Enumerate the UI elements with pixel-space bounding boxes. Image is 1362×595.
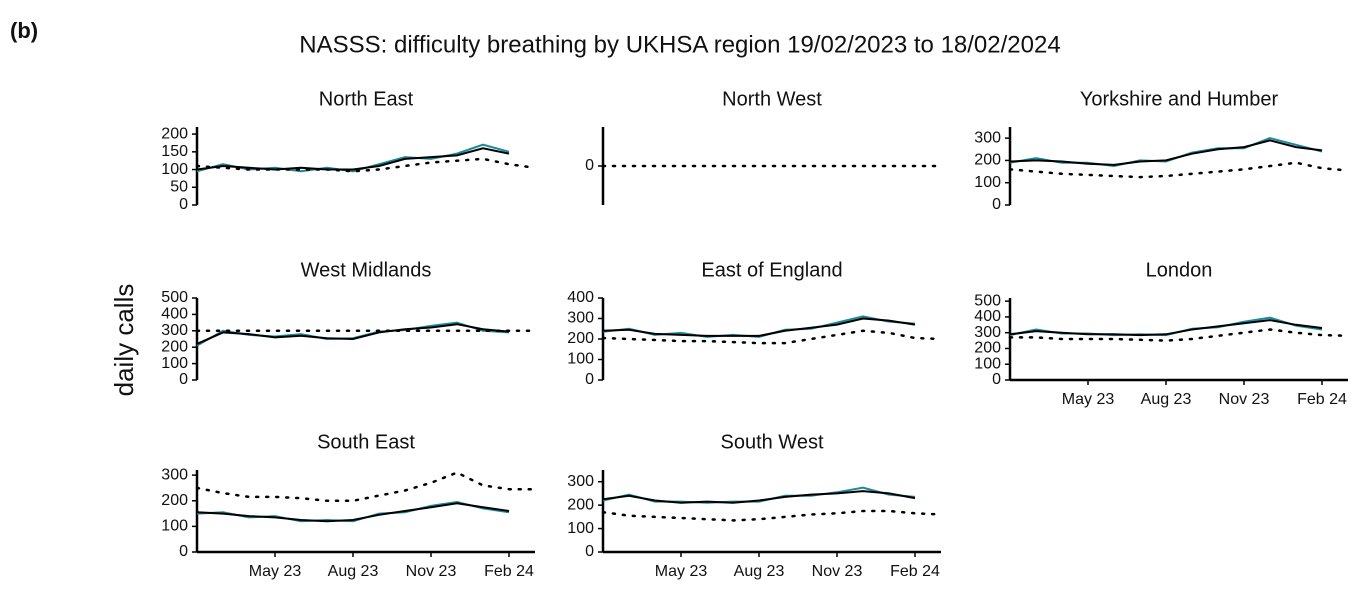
x-tick-label: May 23 — [249, 563, 302, 580]
panel-title: South East — [317, 431, 415, 453]
y-tick-label: 0 — [585, 371, 594, 388]
x-tick-label: Feb 24 — [890, 563, 940, 580]
y-tick-label: 0 — [179, 196, 188, 213]
y-tick-label: 300 — [974, 324, 1001, 341]
panel-title: Yorkshire and Humber — [1080, 88, 1279, 110]
panel-title: London — [1146, 259, 1213, 281]
x-tick-label: Feb 24 — [484, 563, 534, 580]
panel-title: North West — [722, 88, 822, 110]
y-tick-label: 200 — [161, 492, 188, 509]
y-tick-label: 100 — [974, 174, 1001, 191]
series-line — [1008, 161, 1350, 179]
series-line — [196, 500, 510, 523]
y-tick-label: 0 — [585, 157, 594, 174]
x-tick-label: Nov 23 — [1219, 391, 1270, 408]
y-tick-label: 100 — [161, 355, 188, 372]
x-tick-label: Nov 23 — [812, 563, 863, 580]
y-tick-label: 400 — [567, 289, 594, 306]
y-tick-label: 0 — [179, 371, 188, 388]
y-tick-label: 400 — [974, 308, 1001, 325]
x-tick-label: May 23 — [655, 563, 708, 580]
series-line — [196, 323, 510, 345]
x-tick-label: Nov 23 — [406, 563, 457, 580]
panel-title: East of England — [701, 259, 842, 281]
x-tick-label: Feb 24 — [1297, 391, 1347, 408]
series-line — [196, 502, 510, 523]
y-tick-label: 500 — [974, 292, 1001, 309]
series-line — [195, 157, 537, 173]
y-tick-label: 50 — [170, 178, 188, 195]
y-tick-label: 0 — [585, 543, 594, 560]
series-line — [602, 317, 916, 337]
x-tick-label: May 23 — [1062, 391, 1115, 408]
y-tick-label: 200 — [161, 125, 188, 142]
series-line — [196, 147, 510, 171]
y-tick-label: 0 — [179, 543, 188, 560]
figure-label: (b) — [10, 18, 38, 43]
series-line — [1009, 137, 1323, 168]
y-tick-label: 100 — [161, 518, 188, 535]
series-line — [601, 509, 943, 522]
panel-title: West Midlands — [301, 259, 432, 281]
panel-title: North East — [319, 88, 414, 110]
y-tick-label: 200 — [567, 330, 594, 347]
y-tick-label: 0 — [992, 196, 1001, 213]
y-tick-label: 300 — [567, 310, 594, 327]
x-tick-label: Aug 23 — [328, 563, 379, 580]
series-line — [602, 486, 916, 504]
y-tick-label: 200 — [974, 152, 1001, 169]
y-axis-label: daily calls — [109, 284, 139, 397]
y-tick-label: 200 — [974, 340, 1001, 357]
y-tick-label: 500 — [161, 289, 188, 306]
y-tick-label: 0 — [992, 371, 1001, 388]
x-tick-label: Aug 23 — [1141, 391, 1192, 408]
series-line — [1009, 139, 1323, 166]
y-tick-label: 100 — [974, 355, 1001, 372]
series-line — [195, 471, 537, 503]
series-line — [602, 490, 916, 504]
y-tick-label: 200 — [161, 338, 188, 355]
series-line — [1009, 319, 1323, 337]
y-tick-label: 300 — [161, 466, 188, 483]
x-tick-label: Aug 23 — [734, 563, 785, 580]
panel-title: South West — [720, 431, 823, 453]
y-tick-label: 300 — [567, 473, 594, 490]
y-tick-label: 300 — [974, 129, 1001, 146]
y-tick-label: 300 — [161, 322, 188, 339]
series-line — [601, 329, 943, 345]
series-line — [1008, 328, 1350, 342]
y-tick-label: 100 — [567, 520, 594, 537]
y-tick-label: 150 — [161, 143, 188, 160]
figure-title: NASSS: difficulty breathing by UKHSA reg… — [299, 31, 1060, 58]
y-tick-label: 200 — [567, 496, 594, 513]
y-tick-label: 100 — [567, 351, 594, 368]
y-tick-label: 100 — [161, 161, 188, 178]
y-tick-label: 400 — [161, 306, 188, 323]
